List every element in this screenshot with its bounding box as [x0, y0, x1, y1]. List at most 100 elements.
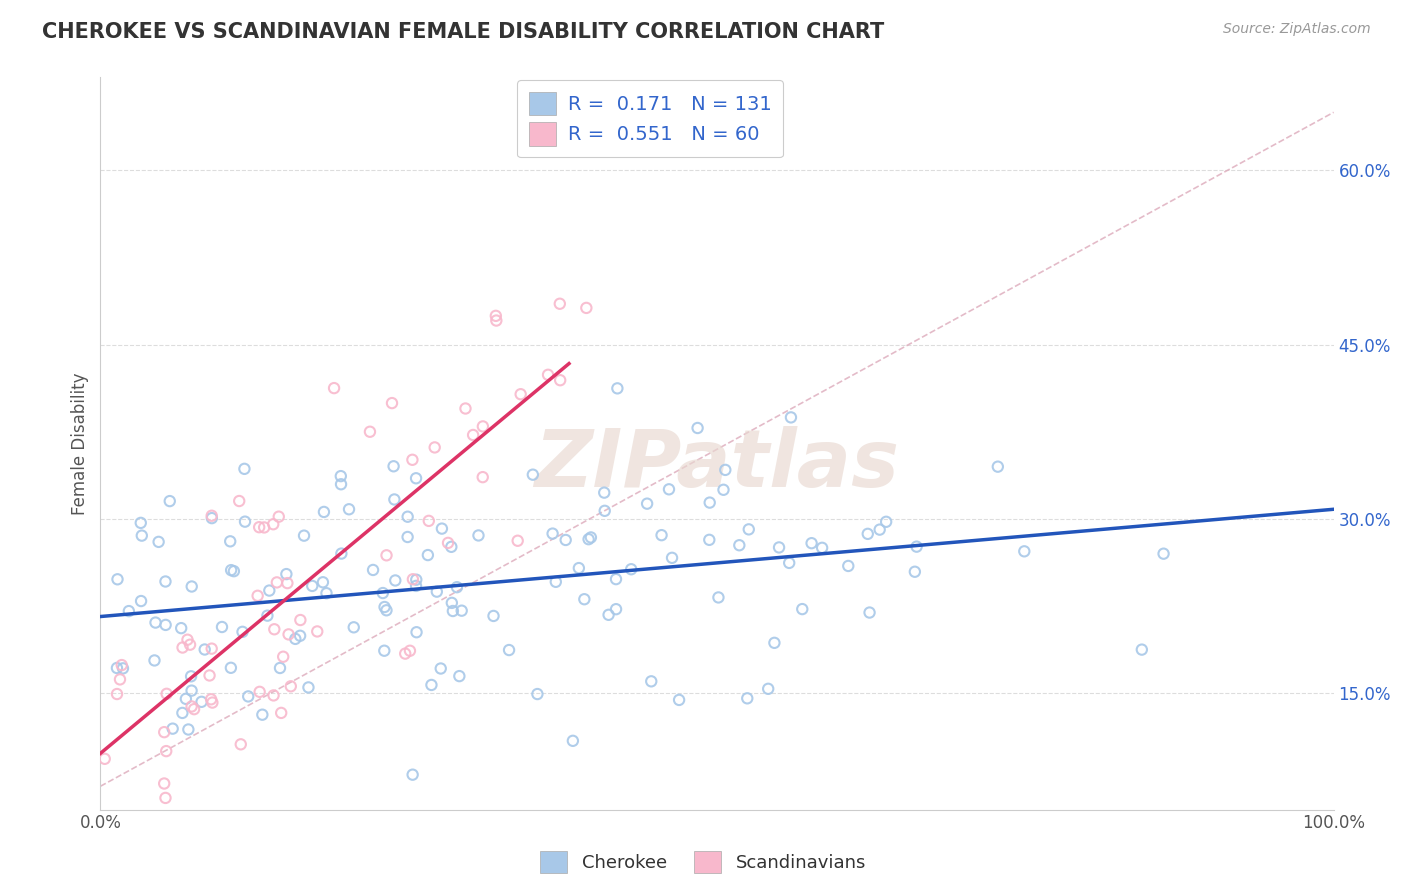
Point: [728, 538, 751, 552]
Point: [153, 725, 176, 739]
Point: [593, 504, 616, 518]
Point: [699, 495, 721, 509]
Point: [605, 602, 627, 616]
Point: [247, 520, 270, 534]
Point: [284, 632, 307, 646]
Point: [143, 653, 166, 667]
Point: [384, 574, 406, 588]
Point: [686, 421, 709, 435]
Point: [440, 540, 463, 554]
Point: [118, 604, 141, 618]
Point: [373, 644, 395, 658]
Point: [416, 548, 439, 562]
Point: [359, 425, 381, 439]
Point: [162, 722, 184, 736]
Point: [180, 683, 202, 698]
Point: [233, 462, 256, 476]
Point: [375, 549, 398, 563]
Point: [418, 514, 440, 528]
Point: [450, 604, 472, 618]
Point: [361, 563, 384, 577]
Point: [222, 564, 245, 578]
Point: [1130, 642, 1153, 657]
Point: [461, 428, 484, 442]
Point: [1153, 547, 1175, 561]
Point: [780, 410, 803, 425]
Point: [180, 669, 202, 683]
Point: [482, 609, 505, 624]
Point: [375, 603, 398, 617]
Point: [858, 606, 880, 620]
Point: [93, 752, 115, 766]
Point: [471, 470, 494, 484]
Point: [506, 533, 529, 548]
Point: [485, 309, 508, 323]
Point: [735, 691, 758, 706]
Point: [155, 744, 177, 758]
Point: [661, 550, 683, 565]
Point: [738, 522, 761, 536]
Point: [987, 459, 1010, 474]
Point: [522, 467, 544, 482]
Point: [108, 673, 131, 687]
Point: [394, 647, 416, 661]
Point: [111, 661, 134, 675]
Point: [381, 396, 404, 410]
Point: [561, 734, 583, 748]
Point: [176, 632, 198, 647]
Point: [402, 572, 425, 586]
Point: [190, 695, 212, 709]
Point: [271, 649, 294, 664]
Point: [768, 541, 790, 555]
Point: [159, 494, 181, 508]
Point: [277, 627, 299, 641]
Point: [329, 469, 352, 483]
Point: [401, 767, 423, 781]
Point: [219, 534, 242, 549]
Point: [155, 791, 177, 805]
Point: [707, 591, 730, 605]
Point: [172, 640, 194, 655]
Point: [526, 687, 548, 701]
Point: [446, 580, 468, 594]
Text: Source: ZipAtlas.com: Source: ZipAtlas.com: [1223, 22, 1371, 37]
Point: [201, 511, 224, 525]
Point: [371, 586, 394, 600]
Point: [548, 373, 571, 387]
Point: [420, 678, 443, 692]
Point: [605, 572, 627, 586]
Point: [129, 516, 152, 530]
Point: [233, 515, 256, 529]
Point: [238, 690, 260, 704]
Point: [111, 658, 134, 673]
Point: [170, 621, 193, 635]
Point: [179, 638, 201, 652]
Point: [579, 531, 602, 545]
Point: [574, 592, 596, 607]
Point: [292, 529, 315, 543]
Point: [288, 629, 311, 643]
Point: [183, 702, 205, 716]
Point: [145, 615, 167, 630]
Point: [155, 618, 177, 632]
Point: [541, 526, 564, 541]
Y-axis label: Female Disability: Female Disability: [72, 372, 89, 515]
Point: [228, 494, 250, 508]
Point: [312, 575, 335, 590]
Point: [330, 477, 353, 491]
Point: [485, 313, 508, 327]
Point: [276, 567, 298, 582]
Point: [578, 532, 600, 546]
Point: [429, 661, 451, 675]
Point: [714, 463, 737, 477]
Point: [180, 580, 202, 594]
Point: [651, 528, 673, 542]
Point: [259, 583, 281, 598]
Point: [201, 641, 224, 656]
Point: [426, 584, 449, 599]
Point: [323, 381, 346, 395]
Point: [172, 706, 194, 720]
Point: [498, 643, 520, 657]
Point: [263, 622, 285, 636]
Point: [544, 574, 567, 589]
